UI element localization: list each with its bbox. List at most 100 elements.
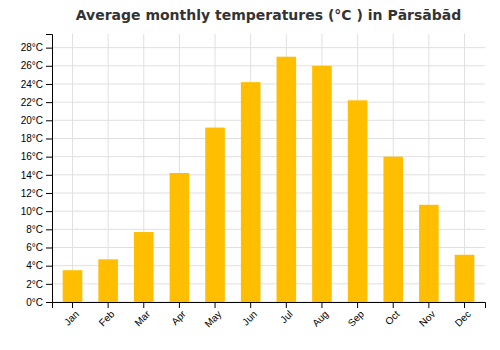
bar <box>419 205 439 302</box>
y-tick: 2°C <box>26 279 52 290</box>
grid <box>52 34 485 302</box>
x-tick: Jul <box>278 302 295 325</box>
y-tick-label: 22°C <box>21 97 43 108</box>
x-tick-mark <box>143 302 144 308</box>
x-tick-label: Oct <box>383 308 402 327</box>
y-tick-label: 6°C <box>26 242 43 253</box>
x-axis: Jan Feb Mar Apr May Jun Jul Aug Sep Oct Nov Dec <box>53 302 486 330</box>
x-tick: Nov <box>417 302 437 329</box>
bar <box>134 232 154 302</box>
x-tick-label: Nov <box>417 308 437 328</box>
bar <box>312 66 332 302</box>
x-tick: Jun <box>240 302 259 328</box>
y-grid-line <box>52 192 485 193</box>
x-tick-label: Dec <box>453 308 473 328</box>
y-tick: 14°C <box>21 170 52 181</box>
x-tick-label: Jan <box>62 308 81 327</box>
y-axis: 0°C 2°C 4°C 6°C 8°C 10°C 12°C 14°C 16°C 18°C 20°C 2… <box>21 35 53 308</box>
y-tick-mark <box>46 48 52 49</box>
x-tick-label: Aug <box>310 308 330 328</box>
y-tick-mark <box>46 102 52 103</box>
x-tick-mark <box>108 302 109 308</box>
x-tick-mark <box>393 302 394 308</box>
y-tick-label: 26°C <box>21 60 43 71</box>
y-tick-mark <box>46 266 52 267</box>
x-axis-line <box>53 303 486 309</box>
x-tick: Aug <box>310 302 330 329</box>
bar <box>98 259 118 302</box>
y-tick-mark <box>46 175 52 176</box>
x-tick-label: May <box>202 308 223 329</box>
bar <box>348 100 368 302</box>
y-tick-mark <box>46 138 52 139</box>
x-tick: Feb <box>97 302 117 328</box>
x-tick-mark <box>428 302 429 308</box>
x-tick: Dec <box>453 302 473 329</box>
bars <box>63 57 475 302</box>
y-tick: 20°C <box>21 115 52 126</box>
y-tick: 12°C <box>21 188 52 199</box>
x-tick-mark <box>179 302 180 308</box>
bar <box>205 128 225 302</box>
y-tick-label: 14°C <box>21 170 43 181</box>
chart: Jan Feb Mar Apr May Jun Jul Aug Sep Oct Nov Dec 0°C 2… <box>0 0 500 350</box>
x-tick-mark <box>357 302 358 308</box>
x-tick-label: Feb <box>97 308 117 328</box>
x-tick-mark <box>215 302 216 308</box>
y-tick: 10°C <box>21 206 52 217</box>
y-tick-label: 10°C <box>21 206 43 217</box>
y-tick-mark <box>46 84 52 85</box>
x-tick-mark <box>321 302 322 308</box>
x-tick-label: Mar <box>132 308 152 328</box>
y-tick-label: 12°C <box>21 188 43 199</box>
y-tick-mark <box>46 284 52 285</box>
y-tick: 8°C <box>26 224 52 235</box>
y-tick-label: 18°C <box>21 133 43 144</box>
x-tick-mark <box>250 302 251 308</box>
y-tick-label: 28°C <box>21 42 43 53</box>
y-tick-label: 16°C <box>21 151 43 162</box>
y-tick-mark <box>46 211 52 212</box>
y-grid-line <box>52 138 485 139</box>
x-tick-label: Jun <box>240 308 259 327</box>
title: Average monthly temperatures (°C ) in Pā… <box>76 7 462 23</box>
plot: Jan Feb Mar Apr May Jun Jul Aug Sep Oct Nov Dec 0°C 2… <box>21 34 486 330</box>
x-tick-mark <box>286 302 287 308</box>
y-tick-label: 0°C <box>26 297 43 308</box>
x-tick: Apr <box>169 302 188 327</box>
bar <box>63 270 83 302</box>
y-grid-line <box>52 65 485 66</box>
x-tick: Mar <box>132 302 152 328</box>
y-tick-label: 4°C <box>26 260 43 271</box>
y-tick-mark <box>46 193 52 194</box>
y-tick-mark <box>46 157 52 158</box>
bar <box>277 57 297 302</box>
x-grid-line <box>72 34 73 302</box>
y-tick-mark <box>46 247 52 248</box>
y-tick: 6°C <box>26 242 52 253</box>
y-tick-mark <box>46 229 52 230</box>
y-tick-mark <box>46 302 52 303</box>
y-grid-line <box>52 102 485 103</box>
y-grid-line <box>52 120 485 121</box>
bar <box>170 173 190 302</box>
y-grid-line <box>52 156 485 157</box>
x-tick-label: Apr <box>169 308 188 327</box>
x-tick: Jan <box>62 302 81 328</box>
x-tick: Oct <box>383 302 402 327</box>
bar <box>455 255 475 302</box>
y-tick-label: 2°C <box>26 279 43 290</box>
y-tick: 4°C <box>26 260 52 271</box>
y-tick-label: 24°C <box>21 79 43 90</box>
x-tick: Sep <box>346 302 367 329</box>
y-tick: 22°C <box>21 97 52 108</box>
y-tick-mark <box>46 66 52 67</box>
x-tick-label: Jul <box>278 308 295 325</box>
y-grid-line <box>52 47 485 48</box>
y-axis-line <box>46 35 53 303</box>
bar <box>383 157 403 302</box>
x-tick-mark <box>72 302 73 308</box>
y-tick: 26°C <box>21 60 52 71</box>
y-tick: 16°C <box>21 151 52 162</box>
x-tick-label: Sep <box>346 308 367 329</box>
